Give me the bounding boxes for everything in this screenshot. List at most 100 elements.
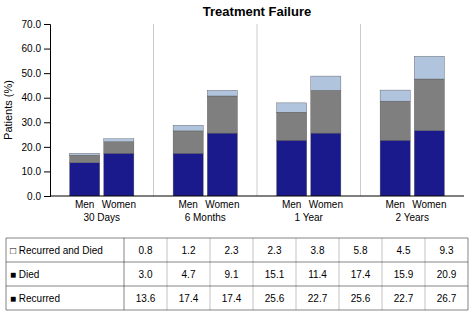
table-rule — [468, 238, 469, 310]
table-rule — [167, 238, 168, 310]
bar — [104, 142, 134, 154]
table-cell: 20.9 — [437, 269, 457, 280]
table-cell: 26.7 — [437, 293, 457, 304]
table-cell: 15.9 — [394, 269, 414, 280]
table-cell: 1.2 — [182, 245, 196, 256]
title: Treatment Failure — [203, 4, 311, 19]
bar — [380, 90, 410, 101]
table-cell: 2.3 — [268, 245, 282, 256]
x-tick-label: Women — [412, 199, 446, 210]
group-divider — [360, 24, 361, 196]
table-cell: 17.4 — [222, 293, 242, 304]
x-axis: MenWomenMenWomenMenWomenMenWomen30 Days6… — [75, 199, 447, 223]
bar — [173, 125, 203, 131]
table-cell: 0.8 — [139, 245, 153, 256]
bar — [311, 133, 341, 196]
bar — [311, 90, 341, 133]
table-cell: 13.6 — [136, 293, 156, 304]
table-rule — [210, 238, 211, 310]
group-label: 2 Years — [396, 212, 429, 223]
x-tick-label: Women — [309, 199, 343, 210]
y-axis-line — [44, 25, 51, 197]
x-tick-label: Men — [385, 199, 404, 210]
plot: 0.010.020.030.040.050.060.070.0MenWomenM… — [22, 19, 464, 223]
table-rule — [6, 286, 468, 287]
y-tick-label: 50.0 — [22, 68, 42, 79]
bars — [70, 56, 445, 196]
y-tick-label: 10.0 — [22, 166, 42, 177]
group-divider — [153, 24, 154, 196]
table-cell: 4.5 — [397, 245, 411, 256]
bar — [414, 130, 444, 196]
bar — [70, 163, 100, 196]
bar — [277, 140, 307, 196]
table-cell: 15.1 — [265, 269, 285, 280]
bar — [380, 101, 410, 140]
table-cell: 11.4 — [308, 269, 327, 280]
bar — [277, 103, 307, 112]
table-row-label: ■ Died — [10, 269, 39, 280]
table-cell: 25.6 — [351, 293, 371, 304]
bar — [70, 155, 100, 162]
table-cell: 9.3 — [440, 245, 454, 256]
table-rule — [339, 238, 340, 310]
table-rule — [425, 238, 426, 310]
bar — [173, 131, 203, 153]
y-tick-mark — [44, 49, 50, 50]
table: □ Recurred and Died 0.8 1.2 2.3 2.3 3.8 5.8 4.5… — [6, 238, 468, 310]
y-axis-title: Patients (%) — [2, 80, 14, 140]
bar — [311, 76, 341, 90]
y-tick: 0.0 — [27, 191, 50, 202]
bar — [414, 79, 444, 130]
bar-series — [70, 79, 445, 163]
bar-series — [70, 56, 445, 155]
group-label: 30 Days — [83, 212, 120, 223]
table-row-label: ■ Recurred — [10, 293, 60, 304]
y-tick: 30.0 — [22, 117, 50, 128]
y-tick-mark — [44, 24, 50, 25]
table-cell: 2.3 — [225, 245, 239, 256]
y-tick-mark — [44, 147, 50, 148]
x-tick-label: Women — [102, 199, 136, 210]
table-rule — [6, 238, 7, 310]
y-tick-label: 0.0 — [27, 191, 41, 202]
table-cell: 17.4 — [351, 269, 371, 280]
x-tick-label: Men — [75, 199, 94, 210]
y-tick-label: 70.0 — [22, 19, 42, 30]
y-tick-mark — [44, 73, 50, 74]
table-cell: 3.0 — [139, 269, 153, 280]
x-axis-line — [50, 196, 464, 197]
y-tick-label: 20.0 — [22, 142, 42, 153]
y-tick: 40.0 — [22, 92, 50, 103]
y-tick: 70.0 — [22, 19, 50, 30]
table-rule — [124, 238, 125, 310]
table-cell: 4.7 — [182, 269, 196, 280]
group-label: 1 Year — [295, 212, 324, 223]
bar — [414, 56, 444, 79]
bar — [104, 139, 134, 142]
table-cell: 5.8 — [354, 245, 368, 256]
y-tick-mark — [44, 122, 50, 123]
table-cell: 3.8 — [311, 245, 325, 256]
table-rule — [382, 238, 383, 310]
bar — [277, 112, 307, 140]
y-tick: 20.0 — [22, 142, 50, 153]
table-cell: 25.6 — [265, 293, 285, 304]
table-cell: 17.4 — [179, 293, 199, 304]
bar — [207, 96, 237, 133]
y-tick-label: 30.0 — [22, 117, 42, 128]
bar — [207, 133, 237, 196]
y-tick-mark — [44, 171, 50, 172]
x-tick-label: Women — [205, 199, 239, 210]
table-rule — [296, 238, 297, 310]
x-tick-label: Men — [178, 199, 197, 210]
y-tick: 10.0 — [22, 166, 50, 177]
table-rule — [253, 238, 254, 310]
table-cell: 9.1 — [225, 269, 239, 280]
table-rule — [6, 310, 468, 311]
chart: Treatment Failure 0.0 10.0 20.0 30.0 40.0 50.0… — [0, 0, 474, 318]
y-tick: 50.0 — [22, 68, 50, 79]
table-row-label: □ Recurred and Died — [10, 245, 103, 256]
group-divider — [257, 24, 258, 196]
y-tick-mark — [44, 196, 50, 197]
